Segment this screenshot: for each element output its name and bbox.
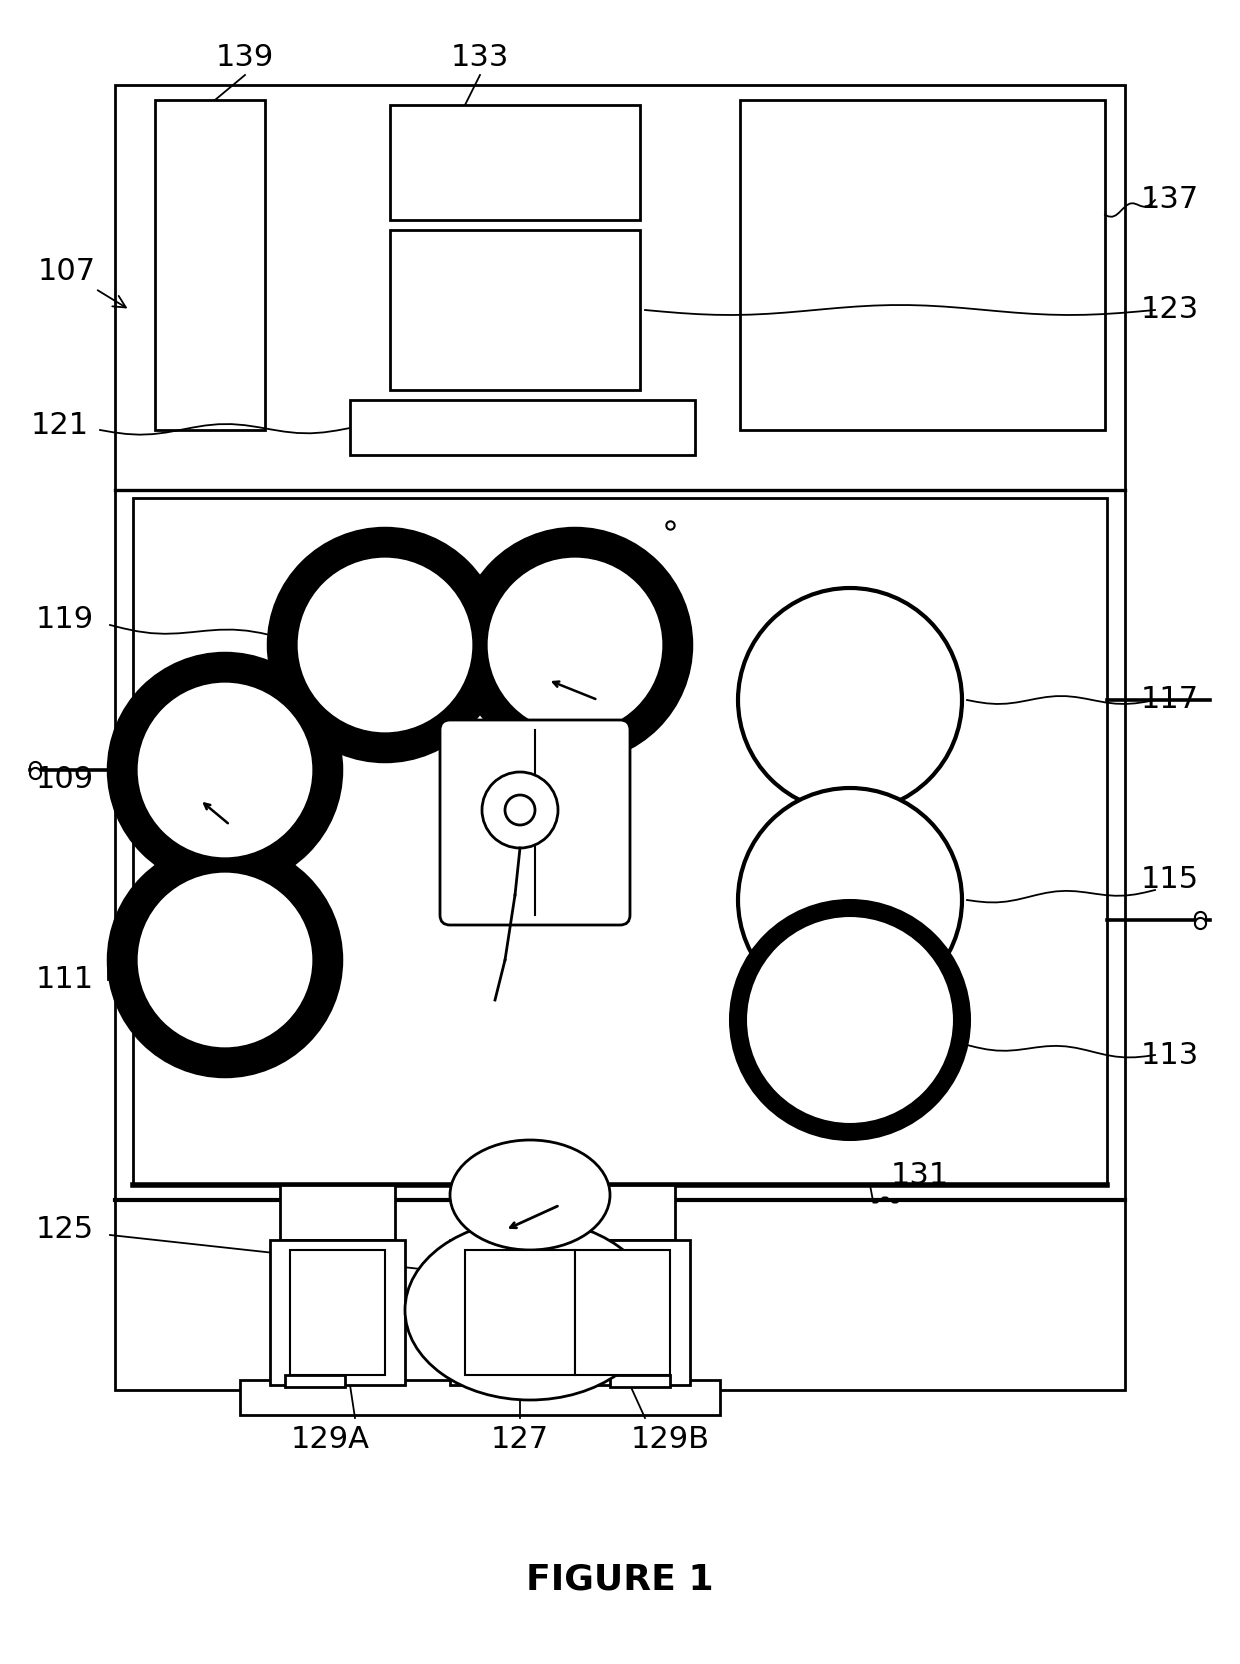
Circle shape xyxy=(138,872,312,1047)
Bar xyxy=(560,1185,675,1240)
Circle shape xyxy=(505,795,534,825)
Text: FIGURE 1: FIGURE 1 xyxy=(526,1562,714,1597)
Circle shape xyxy=(738,789,962,1012)
Bar xyxy=(556,1240,689,1384)
Bar xyxy=(290,1250,384,1374)
Bar xyxy=(155,100,265,429)
Bar xyxy=(241,1379,720,1414)
Text: 127: 127 xyxy=(491,1426,549,1454)
Bar xyxy=(350,399,694,454)
Circle shape xyxy=(138,682,312,857)
Text: 137: 137 xyxy=(1141,185,1199,215)
Text: 117: 117 xyxy=(1141,686,1199,714)
Bar xyxy=(285,1374,345,1388)
Bar xyxy=(133,498,1107,1185)
Circle shape xyxy=(113,657,337,882)
Bar xyxy=(740,100,1105,429)
Bar xyxy=(610,1374,670,1388)
Text: 129A: 129A xyxy=(290,1426,370,1454)
Bar xyxy=(391,230,640,389)
Text: 123: 123 xyxy=(1141,296,1199,324)
Circle shape xyxy=(482,772,558,849)
Circle shape xyxy=(273,532,497,757)
Text: 119: 119 xyxy=(36,606,94,634)
Bar xyxy=(465,1250,575,1374)
Ellipse shape xyxy=(405,1220,655,1399)
Bar xyxy=(270,1240,405,1384)
Text: 121: 121 xyxy=(31,411,89,439)
Bar xyxy=(450,1240,590,1384)
FancyBboxPatch shape xyxy=(440,721,630,925)
Text: 109: 109 xyxy=(36,765,94,794)
Text: 111: 111 xyxy=(36,965,94,995)
Circle shape xyxy=(113,849,337,1072)
Text: 133: 133 xyxy=(451,43,510,73)
Bar xyxy=(575,1250,670,1374)
Text: 131: 131 xyxy=(890,1160,949,1190)
Bar xyxy=(391,105,640,220)
Circle shape xyxy=(738,587,962,812)
Circle shape xyxy=(487,557,662,732)
Circle shape xyxy=(298,557,472,732)
Ellipse shape xyxy=(450,1140,610,1250)
Text: 107: 107 xyxy=(38,256,126,308)
Circle shape xyxy=(738,909,962,1132)
Text: 129B: 129B xyxy=(630,1426,709,1454)
Bar xyxy=(280,1185,396,1240)
Bar xyxy=(115,85,1125,1389)
Text: 115: 115 xyxy=(1141,865,1199,895)
Text: 139: 139 xyxy=(216,43,274,73)
Text: 113: 113 xyxy=(1141,1040,1199,1070)
Circle shape xyxy=(463,532,687,757)
Text: 125: 125 xyxy=(36,1215,94,1245)
